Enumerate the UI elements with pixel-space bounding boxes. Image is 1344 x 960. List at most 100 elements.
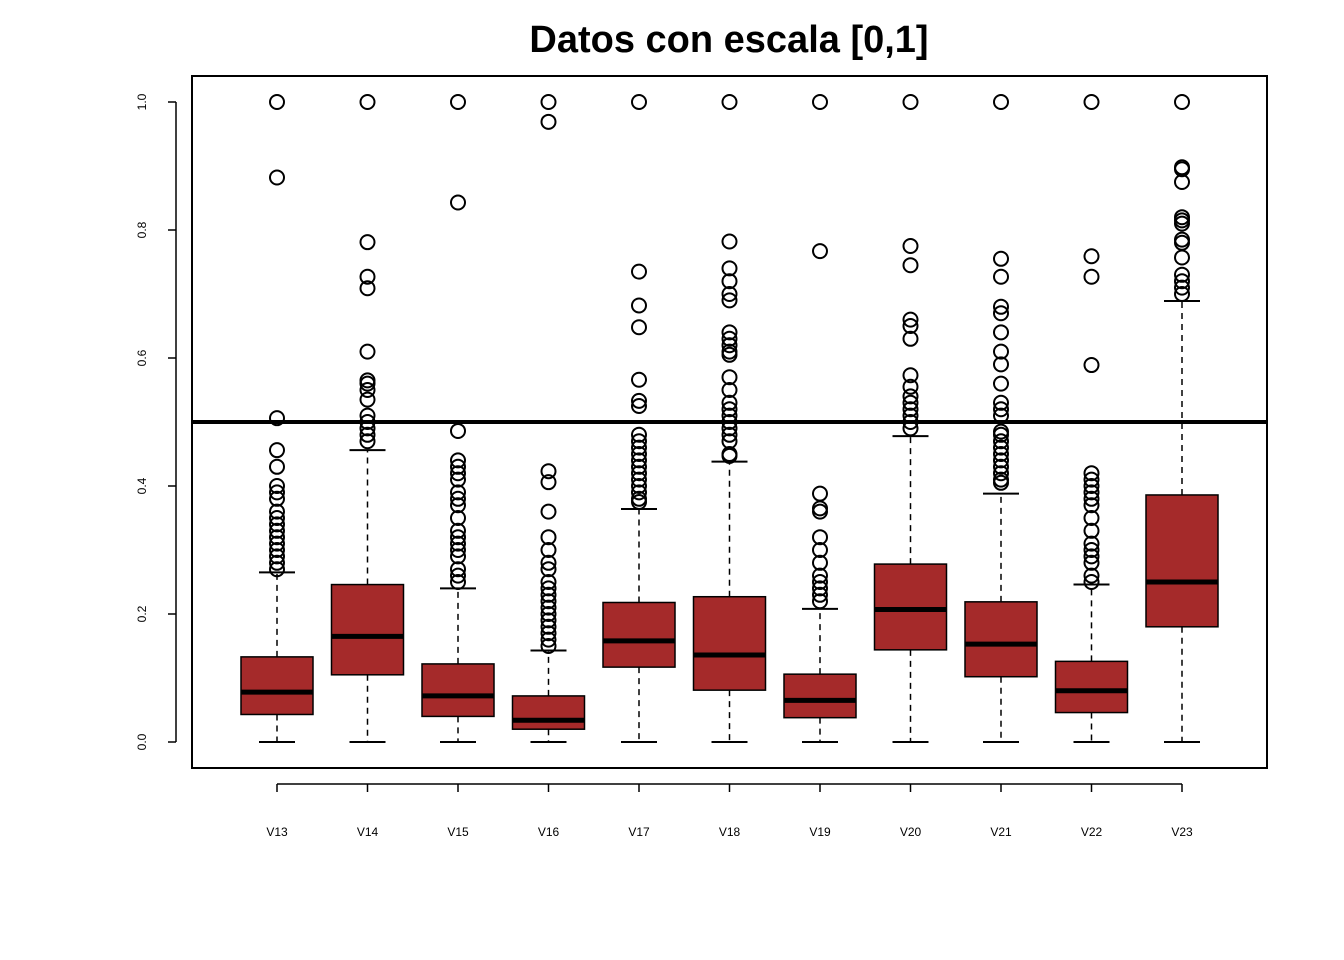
outlier-point [993, 458, 1009, 475]
outlier-point [540, 574, 557, 590]
outlier-point [631, 452, 647, 469]
x-tick-label: V23 [1171, 825, 1193, 839]
outlier-point [631, 490, 647, 507]
outlier-point [993, 324, 1009, 341]
outlier-point [540, 599, 557, 616]
outlier-point [721, 260, 738, 277]
outlier-point [631, 371, 647, 388]
box-v19 [783, 94, 857, 743]
y-tick-label: 0.4 [135, 477, 149, 494]
outlier-point [1083, 268, 1100, 285]
outlier-point [450, 535, 466, 552]
box-v22 [1054, 94, 1129, 743]
outlier-point [450, 561, 466, 578]
outlier-point [1083, 574, 1100, 590]
box-v20 [873, 94, 948, 743]
outlier-point [721, 426, 738, 443]
outlier-point [269, 510, 285, 526]
outlier-point [993, 375, 1009, 392]
outlier-point [269, 516, 285, 533]
outlier-point [812, 503, 828, 520]
outlier-point [1083, 554, 1100, 571]
outlier-point [359, 426, 376, 443]
outlier-point [631, 263, 647, 280]
box-v16 [511, 94, 586, 743]
outlier-point [631, 439, 647, 456]
outlier-point [721, 233, 738, 250]
iqr-box [964, 601, 1038, 678]
outlier-point [1083, 522, 1100, 539]
outlier-point [359, 391, 376, 408]
box-v17 [602, 94, 676, 743]
outlier-point [812, 94, 828, 110]
outlier-point [359, 433, 376, 450]
outlier-point [269, 410, 285, 427]
outlier-point [1174, 94, 1190, 110]
outlier-point [902, 257, 919, 274]
iqr-box [511, 695, 586, 730]
outlier-point [540, 554, 557, 571]
outlier-point [631, 94, 647, 110]
outlier-point [540, 638, 557, 654]
outlier-point [359, 343, 376, 360]
x-tick-label: V19 [809, 825, 831, 839]
outlier-point [540, 586, 557, 603]
outlier-point [1174, 249, 1190, 266]
outlier-point [1083, 535, 1100, 552]
outlier-point [1083, 248, 1100, 265]
outlier-point [812, 586, 828, 603]
outlier-point [812, 485, 828, 502]
outlier-point [540, 113, 557, 130]
y-tick-label: 0.6 [135, 349, 149, 366]
iqr-box [240, 656, 314, 716]
outlier-point [450, 194, 466, 211]
outlier-point [993, 465, 1009, 482]
outlier-point [631, 392, 647, 409]
outlier-point [631, 471, 647, 488]
outlier-point [902, 330, 919, 347]
outlier-point [1174, 159, 1190, 176]
outlier-point [1083, 465, 1100, 482]
outlier-point [450, 94, 466, 110]
outlier-point [902, 318, 919, 334]
outlier-point [269, 490, 285, 507]
outlier-point [269, 548, 285, 565]
iqr-box [692, 595, 767, 691]
outlier-point [631, 297, 647, 314]
outlier-point [540, 463, 557, 480]
outlier-point [993, 433, 1009, 450]
outlier-point [450, 490, 466, 507]
outlier-point [1083, 94, 1100, 110]
outlier-point [1174, 234, 1190, 251]
outlier-point [540, 503, 557, 520]
outlier-point [450, 510, 466, 526]
iqr-box [783, 673, 857, 719]
outlier-point [269, 522, 285, 539]
box-v21 [964, 94, 1038, 743]
outlier-point [359, 94, 376, 110]
y-tick-label: 0.8 [135, 221, 149, 238]
outlier-point [631, 458, 647, 475]
outlier-point [1174, 231, 1190, 248]
outlier-point [993, 343, 1009, 360]
outlier-point [1174, 273, 1190, 290]
outlier-point [1083, 478, 1100, 494]
box-v18 [692, 94, 767, 743]
outlier-point [631, 465, 647, 482]
outlier-point [269, 478, 285, 494]
outlier-point [450, 465, 466, 482]
outlier-point [721, 330, 738, 347]
outlier-point [812, 500, 828, 517]
outlier-point [993, 268, 1009, 285]
outlier-point [631, 398, 647, 414]
x-tick-label: V16 [538, 825, 560, 839]
outlier-point [359, 234, 376, 251]
outlier-point [450, 484, 466, 501]
outlier-point [721, 273, 738, 290]
outlier-point [902, 238, 919, 254]
x-tick-label: V21 [990, 825, 1012, 839]
outlier-point [721, 433, 738, 450]
outlier-point [450, 497, 466, 514]
outlier-point [902, 367, 919, 384]
